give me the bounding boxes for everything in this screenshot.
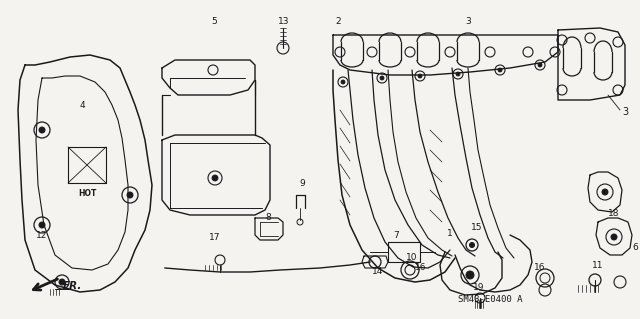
Text: 8: 8 [265, 213, 271, 222]
Text: 12: 12 [36, 232, 48, 241]
Text: 10: 10 [406, 254, 418, 263]
Text: SM43-E0400 A: SM43-E0400 A [458, 295, 522, 305]
Circle shape [456, 72, 460, 76]
Text: HOT: HOT [78, 189, 96, 197]
Circle shape [602, 189, 608, 195]
Text: 11: 11 [592, 261, 604, 270]
Text: FR.: FR. [62, 281, 82, 291]
Circle shape [418, 74, 422, 78]
Circle shape [466, 271, 474, 279]
Text: 3: 3 [465, 18, 471, 26]
Circle shape [39, 222, 45, 228]
Text: 1: 1 [447, 228, 453, 238]
Text: 18: 18 [608, 209, 620, 218]
Text: 13: 13 [278, 18, 290, 26]
Text: 16: 16 [534, 263, 546, 272]
Circle shape [127, 192, 133, 198]
Circle shape [498, 68, 502, 72]
Text: 15: 15 [471, 224, 483, 233]
Text: 17: 17 [209, 234, 221, 242]
Text: 2: 2 [335, 18, 341, 26]
Circle shape [59, 279, 65, 285]
Circle shape [212, 175, 218, 181]
Circle shape [538, 63, 542, 67]
Text: 14: 14 [372, 268, 384, 277]
Circle shape [611, 234, 617, 240]
Text: 5: 5 [211, 18, 217, 26]
Text: 7: 7 [393, 232, 399, 241]
Circle shape [39, 127, 45, 133]
Circle shape [470, 242, 474, 248]
Circle shape [380, 76, 384, 80]
Text: 16: 16 [415, 263, 427, 272]
Text: 9: 9 [299, 179, 305, 188]
Text: 4: 4 [79, 100, 85, 109]
Text: 6: 6 [632, 243, 638, 253]
Text: 3: 3 [622, 107, 628, 117]
Circle shape [341, 80, 345, 84]
Text: 19: 19 [473, 284, 484, 293]
